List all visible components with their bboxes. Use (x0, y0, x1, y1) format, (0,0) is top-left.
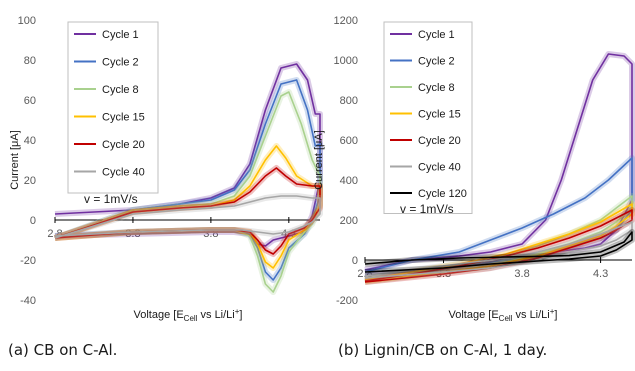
legend-label: Cycle 40 (102, 167, 145, 179)
y-tick-label: 20 (24, 175, 36, 187)
y-tick-label: -20 (20, 255, 36, 267)
legend-label: Cycle 40 (418, 162, 461, 174)
x-axis-title: Voltage [ECell vs Li/Li+] (134, 307, 243, 323)
y-tick-label: 80 (24, 55, 36, 67)
legend-label: Cycle 120 (418, 188, 467, 200)
legend-box (383, 21, 473, 214)
legend-box (67, 21, 159, 194)
y-tick-label: 800 (340, 95, 358, 107)
y-tick-label: 600 (340, 135, 358, 147)
series-line (364, 221, 633, 279)
series-line (364, 203, 633, 282)
y-tick-label: 0 (30, 215, 36, 227)
y-tick-label: 1200 (334, 15, 358, 27)
legend-label: Cycle 20 (418, 135, 461, 147)
legend-label: Cycle 1 (418, 29, 455, 41)
y-tick-label: 200 (340, 215, 358, 227)
y-tick-label: -40 (20, 295, 36, 307)
legend-label: Cycle 20 (102, 139, 145, 151)
series-line (54, 195, 321, 239)
legend-label: Cycle 2 (418, 56, 455, 68)
legend-label: Cycle 2 (102, 57, 139, 69)
series-line (364, 231, 633, 273)
x-axis-title: Voltage [ECell vs Li/Li+] (449, 307, 558, 323)
y-tick-label: 40 (24, 135, 36, 147)
y-tick-label: 400 (340, 175, 358, 187)
series-line (364, 157, 633, 279)
y-axis-title: Current [μA] (9, 130, 21, 190)
legend-label: Cycle 8 (418, 82, 455, 94)
x-tick-label: 4.3 (593, 268, 608, 280)
scan-rate-note: v = 1mV/s (400, 202, 454, 216)
y-tick-label: 0 (352, 255, 358, 267)
panel-caption: (b) Lignin/CB on C-Al, 1 day. (338, 341, 547, 359)
panel-caption: (a) CB on C-Al. (8, 341, 117, 359)
x-tick-label: 3.8 (203, 228, 218, 240)
x-tick-label: 3.8 (514, 268, 529, 280)
legend-label: Cycle 15 (418, 109, 461, 121)
y-tick-label: 1000 (334, 55, 358, 67)
y-tick-label: 100 (18, 15, 36, 27)
legend-label: Cycle 8 (102, 84, 139, 96)
legend-label: Cycle 1 (102, 29, 139, 41)
y-tick-label: 60 (24, 95, 36, 107)
y-tick-label: -200 (336, 295, 358, 307)
scan-rate-note: v = 1mV/s (84, 192, 138, 206)
y-axis-title: Current [μA] (313, 130, 325, 190)
legend-label: Cycle 15 (102, 112, 145, 124)
